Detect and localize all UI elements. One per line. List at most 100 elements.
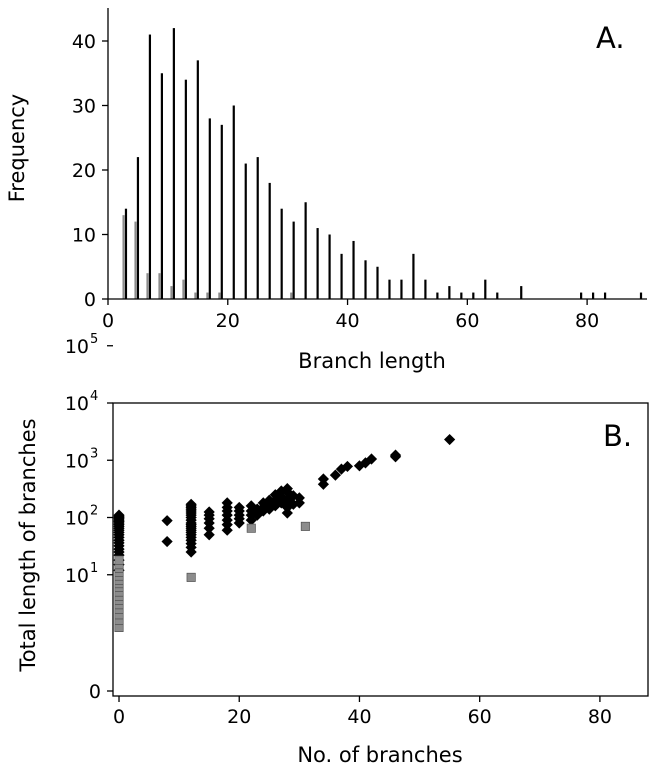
histogram-bar <box>256 157 259 299</box>
y-tick-label: 10 <box>65 450 89 472</box>
histogram-bar <box>218 292 221 299</box>
histogram-bar <box>208 118 211 300</box>
x-tick-label: 60 <box>455 310 479 332</box>
x-tick-label: 20 <box>216 310 240 332</box>
histogram-panel-a: 0 20 40 60 80 0 10 20 30 40 A. Branch length Fre… <box>5 8 647 373</box>
scatter-point <box>257 497 269 509</box>
scatter-point <box>269 489 281 501</box>
histogram-bar <box>194 292 197 299</box>
x-tick-label: 80 <box>588 706 612 728</box>
scatter-point <box>251 503 263 515</box>
histogram-bar <box>388 279 391 299</box>
histogram-bar <box>232 105 235 299</box>
histogram-bar <box>603 292 607 299</box>
y-tick-label: 10 <box>65 565 89 587</box>
histogram-bar <box>196 60 199 299</box>
panel-a-y-axis-label: Frequency <box>5 94 29 203</box>
histogram-bar <box>424 279 427 299</box>
panel-a-x-axis-label: Branch length <box>298 349 446 373</box>
y-tick-label: 30 <box>72 96 96 118</box>
panel-b-y-axis-label: Total length of branches <box>16 418 40 672</box>
histogram-bar <box>639 292 643 299</box>
scatter-point <box>221 497 233 509</box>
y-tick-label: 0 <box>89 681 101 703</box>
scatter-point <box>281 501 293 514</box>
histogram-bar <box>292 221 295 299</box>
histogram-bar <box>592 292 595 299</box>
x-tick-label: 40 <box>335 310 359 332</box>
y-tick-exponent: 4 <box>90 389 98 404</box>
histogram-bar <box>290 292 293 299</box>
histogram-bar <box>158 273 161 299</box>
scatter-point <box>185 498 197 510</box>
panel-b-label: B. <box>603 419 632 453</box>
scatter-point <box>275 497 287 509</box>
scatter-point <box>287 498 299 510</box>
y-tick-exponent: 5 <box>90 332 98 347</box>
scatter-point <box>251 509 263 521</box>
histogram-bar <box>364 260 367 299</box>
histogram-bar <box>520 286 523 299</box>
panel-b-x-ticks: 0 20 40 60 80 <box>113 696 612 728</box>
x-tick-label: 20 <box>227 706 251 728</box>
scatter-point <box>281 494 293 506</box>
histogram-bar <box>244 163 247 299</box>
scatter-point <box>203 529 215 541</box>
histogram-bar <box>280 208 283 299</box>
histogram-bar <box>220 124 223 299</box>
scatter-point <box>233 501 245 514</box>
y-tick-exponent: 3 <box>90 446 98 461</box>
scatter-point <box>317 473 329 485</box>
histogram-bar <box>400 279 403 299</box>
histogram-bar <box>146 273 149 299</box>
scatter-point <box>245 500 257 512</box>
x-tick-label: 0 <box>102 310 114 332</box>
panel-b-x-axis-label: No. of branches <box>297 743 462 767</box>
histogram-bar <box>136 157 140 299</box>
scatter-point <box>365 453 378 465</box>
histogram-bar <box>484 279 487 299</box>
panel-a-axes <box>107 8 647 300</box>
x-tick-label: 80 <box>575 310 599 332</box>
scatter-point <box>263 494 275 506</box>
x-tick-label: 40 <box>347 706 371 728</box>
scatter-point <box>293 492 305 504</box>
histogram-bar <box>160 73 163 299</box>
y-tick-exponent: 2 <box>90 504 98 519</box>
y-tick-label: 10 <box>65 336 89 358</box>
panel-a-y-ticks: 0 10 20 30 40 <box>72 31 108 311</box>
y-tick-label: 10 <box>65 393 89 415</box>
y-tick-label: 20 <box>72 160 96 182</box>
panel-a-x-ticks: 0 20 40 60 80 <box>102 299 599 332</box>
histogram-bar <box>448 286 451 299</box>
histogram-bars <box>122 28 643 300</box>
panel-a-label: A. <box>596 21 625 55</box>
scatter-point <box>444 433 456 446</box>
histogram-bar <box>436 292 439 299</box>
y-tick-label: 10 <box>65 508 89 530</box>
scatter-point <box>281 482 293 495</box>
scatter-point <box>114 555 124 565</box>
scatter-point <box>329 469 342 481</box>
histogram-bar <box>268 182 271 299</box>
histogram-bar <box>376 266 379 299</box>
x-tick-label: 0 <box>113 706 125 728</box>
histogram-bar <box>304 202 307 299</box>
histogram-bar <box>172 28 175 299</box>
histogram-bar <box>206 292 209 299</box>
y-tick-label: 40 <box>72 31 96 53</box>
histogram-bar <box>352 240 355 299</box>
histogram-bar <box>472 292 475 299</box>
scatter-point <box>161 515 173 527</box>
scatter-point <box>359 457 372 469</box>
scatter-point <box>161 535 173 548</box>
histogram-bar <box>184 79 187 299</box>
histogram-bar <box>316 228 319 299</box>
scatter-point <box>335 463 348 475</box>
y-tick-label: 10 <box>72 225 96 247</box>
histogram-bar <box>328 234 331 299</box>
scatter-point <box>203 506 215 518</box>
scatter-point <box>300 521 310 531</box>
